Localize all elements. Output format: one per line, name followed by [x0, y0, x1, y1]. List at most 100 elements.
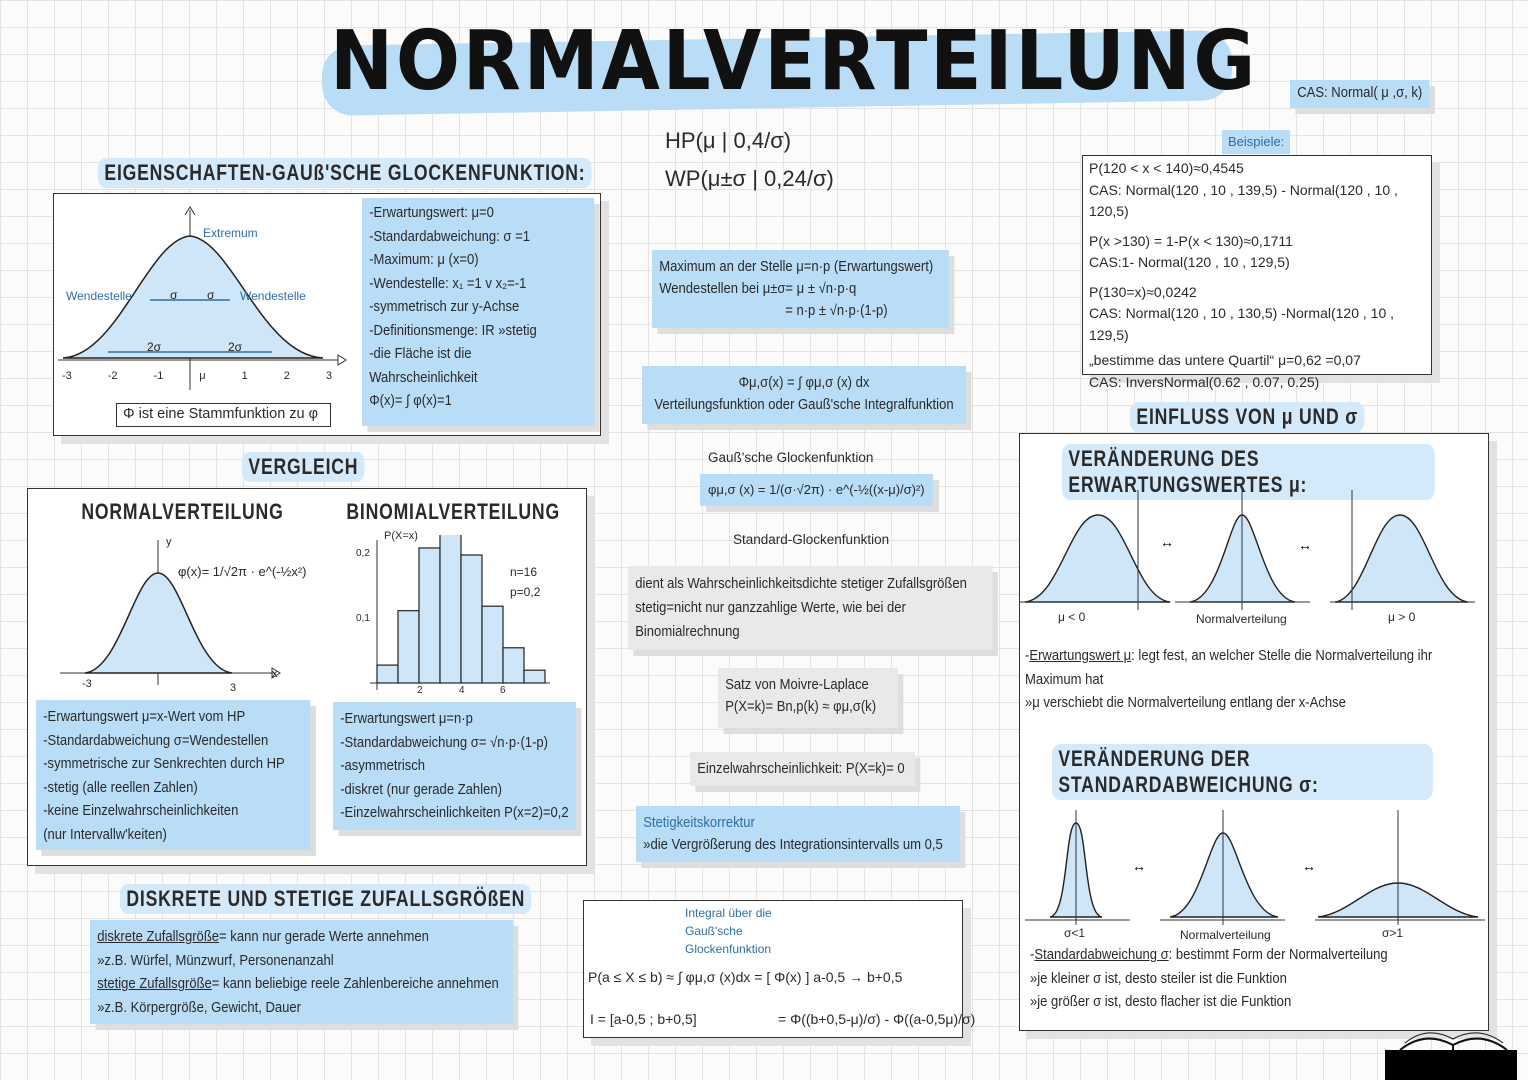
normal-heading: NORMALVERTEILUNG: [81, 499, 284, 524]
prop: -Maximum: μ (x=0): [369, 252, 479, 268]
mu-label: Normalverteilung: [1196, 612, 1287, 626]
tick: 1: [241, 370, 248, 382]
svg-text:↔: ↔: [1132, 858, 1146, 874]
x-ticks: -3 -2 -1 μ 1 2 3: [62, 370, 332, 382]
sigma-text: -Standardabweichung σ: bestimmt Form der…: [1030, 944, 1388, 1015]
sigma-curves: ↔ ↔: [1025, 810, 1485, 925]
term: stetige Zufallsgröße: [97, 976, 212, 992]
sigma-label: σ: [170, 288, 178, 302]
cas-hint-text: CAS: Normal( μ ,σ, k): [1297, 85, 1423, 101]
normal-axis-x: x: [272, 668, 278, 680]
wendestelle-left: Wendestelle: [66, 289, 132, 303]
two-sigma-label: 2σ: [147, 340, 162, 354]
note-line: Verteilungsfunktion oder Gauß'sche Integ…: [654, 397, 954, 413]
examples-label: Beispiele:: [1222, 130, 1291, 154]
example-line: P(x >130) = 1-P(x < 130)≈0,1711: [1089, 232, 1293, 249]
example-line: CAS: Normal(120 , 10 , 130,5) -Normal(12…: [1089, 305, 1395, 343]
wendestelle-right: Wendestelle: [240, 289, 306, 303]
histogram-bar: [376, 664, 399, 684]
mu-label: μ > 0: [1388, 610, 1416, 624]
prop: Φ(x)= ∫ φ(x)=1: [369, 393, 452, 409]
binom-xtick: 4: [459, 685, 465, 696]
svg-text:↔: ↔: [1302, 858, 1316, 874]
term: Standardabweichung σ: [1034, 947, 1169, 963]
mu-text: -Erwartungswert μ: legt fest, an welcher…: [1025, 645, 1432, 716]
einzel-text: Einzelwahrscheinlichkeit: P(X=k)= 0: [697, 761, 905, 777]
properties-note: -Erwartungswert: μ=0 -Standardabweichung:…: [362, 198, 595, 426]
note-line: Φμ,σ(x) = ∫ φμ,σ (x) dx: [738, 375, 870, 391]
normal-tick: 3: [230, 682, 237, 694]
prop: -Erwartungswert: μ=0: [369, 205, 494, 221]
dichte-note: dient als Wahrscheinlichkeitsdichte stet…: [628, 566, 993, 650]
diskret-line: diskrete Zufallsgröße= kann nur gerade W…: [97, 926, 506, 950]
prop: -Standardabweichung σ=Wendestellen: [43, 732, 269, 749]
normal-props: -Erwartungswert μ=x-Wert vom HP -Standard…: [36, 700, 311, 850]
sigma-line: -Standardabweichung σ: bestimmt Form der…: [1030, 947, 1388, 963]
integral-line2b: = Φ((b+0,5-μ)/σ) - Φ((a-0,5μ)/σ): [778, 1011, 976, 1027]
histogram-bar: [418, 547, 441, 684]
tick: 2: [283, 370, 290, 382]
prop: -keine Einzelwahrscheinlichkeiten: [43, 803, 239, 819]
sigma-line: »je kleiner σ ist, desto steiler ist die…: [1030, 970, 1287, 987]
term: Erwartungswert μ: [1029, 648, 1132, 664]
examples-box: P(120 < x < 140)≈0,4545 CAS: Normal(120 …: [1082, 155, 1432, 390]
definition: = kann nur gerade Werte annehmen: [219, 929, 429, 945]
integral-label: Integral über die Gauß'sche Glockenfunkt…: [685, 906, 772, 956]
integral-box: [583, 900, 963, 1038]
example-line: CAS: Normal(120 , 10 , 139,5) - Normal(1…: [1089, 181, 1398, 220]
sigma-label: Normalverteilung: [1180, 928, 1271, 942]
diskret-line: »z.B. Körpergröße, Gewicht, Dauer: [97, 999, 302, 1016]
gauss-curve-diagram: [58, 206, 347, 390]
corner-block: [1385, 1050, 1517, 1080]
sigma-label: σ<1: [1064, 926, 1086, 940]
histogram-bar: [439, 535, 462, 684]
binom-param: p=0,2: [510, 585, 541, 599]
note-line: Stetigkeitskorrektur: [643, 815, 755, 831]
definition: : bestimmt Form der Normalverteilung: [1168, 947, 1388, 963]
term: diskrete Zufallsgröße: [97, 929, 220, 945]
diskret-heading: DISKRETE UND STETIGE ZUFALLSGRÖßEN: [120, 884, 532, 914]
note-line: stetig=nicht nur ganzzahlige Werte, wie …: [635, 600, 906, 616]
note-line: Maximum an der Stelle μ=n·p (Erwartungsw…: [659, 259, 934, 275]
example-line: P(130=x)≈0,0242: [1089, 283, 1197, 300]
example-line: CAS:1- Normal(120 , 10 , 129,5): [1089, 254, 1290, 270]
note-line: dient als Wahrscheinlichkeitsdichte stet…: [635, 576, 967, 592]
glocken-label: Gauß'sche Glockenfunktion: [708, 450, 874, 465]
mu-line: -Erwartungswert μ: legt fest, an welcher…: [1025, 648, 1433, 664]
page-title: NORMALVERTEILUNG: [330, 14, 1259, 109]
example-line: CAS: InversNormal(0.62 , 0.07, 0.25): [1089, 373, 1320, 390]
prop: -Standardabweichung: σ =1: [369, 228, 530, 245]
histogram-bar: [523, 669, 546, 684]
mu-label: μ < 0: [1058, 610, 1086, 624]
stetigkeit-note: Stetigkeitskorrektur »die Vergrößerung de…: [636, 806, 960, 862]
stammfunktion-box: Φ ist eine Stammfunktion zu φ: [116, 403, 331, 427]
example-line: P(120 < x < 140)≈0,4545: [1089, 160, 1244, 176]
sigma-label: σ>1: [1382, 926, 1404, 940]
diskret-note: diskrete Zufallsgröße= kann nur gerade W…: [90, 920, 513, 1024]
prop: -Einzelwahrscheinlichkeiten P(x=2)=0,2: [340, 805, 569, 821]
prop: -Erwartungswert μ=n·p: [340, 711, 473, 727]
prop: -Erwartungswert μ=x-Wert vom HP: [43, 709, 246, 725]
diskret-line: stetige Zufallsgröße= kann beliebige ree…: [97, 973, 506, 997]
tick: -1: [153, 370, 164, 382]
histogram-bar: [502, 647, 525, 684]
two-sigma-label: 2σ: [228, 340, 243, 354]
tick: -3: [62, 370, 72, 382]
prop: -die Fläche ist die: [369, 346, 472, 362]
binom-props: -Erwartungswert μ=n·p -Standardabweichung…: [333, 702, 576, 830]
normal-tick: -3: [82, 678, 92, 690]
prop: -symmetrische zur Senkrechten durch HP: [43, 756, 285, 772]
hp-formula: HP(μ | 0,4/σ): [665, 128, 792, 153]
prop: -Wendestelle: x₁ =1 v x₂=-1: [369, 275, 527, 292]
sigma-heading: VERÄNDERUNG DER STANDARDABWEICHUNG σ:: [1052, 744, 1433, 800]
integral-line1: P(a ≤ X ≤ b) ≈ ∫ φμ,σ (x)dx = [ Φ(x) ] a…: [588, 969, 903, 985]
example-line: „bestimme das untere Quartil“ μ=0,62 =0,…: [1089, 352, 1361, 368]
mu-line: »μ verschiebt die Normalverteilung entla…: [1025, 695, 1346, 711]
vergleich-heading: VERGLEICH: [242, 452, 365, 482]
sigma-label: σ: [207, 288, 215, 302]
binom-ytick: 0,2: [356, 548, 370, 559]
prop: -diskret (nur gerade Zahlen): [340, 781, 502, 798]
binom-heading: BINOMIALVERTEILUNG: [346, 499, 560, 524]
maximum-note: Maximum an der Stelle μ=n·p (Erwartungsw…: [652, 250, 949, 328]
extremum-label: Extremum: [203, 226, 258, 240]
